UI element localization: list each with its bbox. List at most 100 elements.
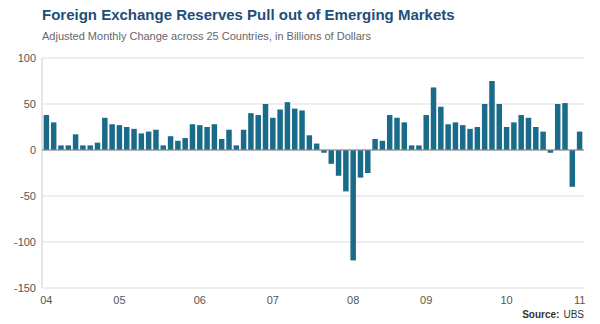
bar [153, 130, 158, 150]
bar [511, 122, 516, 150]
bar [336, 150, 341, 176]
y-axis-line [42, 58, 43, 288]
bar [234, 145, 239, 150]
source: Source: UBS [522, 309, 584, 320]
bar [460, 125, 465, 150]
x-tick-label: 05 [113, 294, 125, 306]
y-tick-label: 100 [18, 52, 36, 64]
x-tick-label: 10 [500, 294, 512, 306]
grid-line [42, 288, 584, 289]
y-tick-label: 50 [24, 98, 36, 110]
bar [80, 145, 85, 150]
y-tick-label: -150 [14, 282, 36, 294]
bar [51, 122, 56, 150]
bar [402, 122, 407, 150]
bar [285, 102, 290, 150]
bar [387, 115, 392, 150]
bar [117, 125, 122, 150]
x-tick-label: 09 [420, 294, 432, 306]
bar [131, 129, 136, 150]
bar [343, 150, 348, 191]
grid-line [42, 242, 584, 243]
bar [255, 115, 260, 150]
x-tick-label: 11 [574, 294, 585, 306]
bar [175, 141, 180, 150]
x-tick-label: 06 [194, 294, 206, 306]
bar [241, 130, 246, 150]
y-tick-label: 0 [30, 144, 36, 156]
source-label: Source: [522, 309, 559, 320]
bar [526, 118, 531, 150]
y-tick-label: -50 [20, 190, 36, 202]
zero-axis-line [42, 150, 584, 151]
bar [350, 150, 355, 260]
bar [555, 104, 560, 150]
bar [277, 110, 282, 150]
bar [453, 122, 458, 150]
bar [445, 124, 450, 150]
bar [226, 130, 231, 150]
bar [423, 115, 428, 150]
x-tick-label: 07 [267, 294, 279, 306]
bar [504, 127, 509, 150]
bar [292, 109, 297, 150]
x-tick-label: 04 [40, 294, 52, 306]
bar [124, 127, 129, 150]
bar [146, 132, 151, 150]
bar [431, 87, 436, 150]
bar [438, 107, 443, 150]
bar [475, 127, 480, 150]
bar [482, 104, 487, 150]
bar [204, 127, 209, 150]
bar [570, 150, 575, 187]
bar [66, 145, 71, 150]
bar [263, 104, 268, 150]
bar [73, 134, 78, 150]
y-tick-label: -100 [14, 236, 36, 248]
bar [87, 145, 92, 150]
grid-line [42, 104, 584, 105]
bar [212, 124, 217, 150]
subtitle: Adjusted Monthly Change across 25 Countr… [42, 30, 371, 42]
bar [109, 124, 114, 150]
bar [182, 138, 187, 150]
bar [102, 118, 107, 150]
grid [42, 58, 584, 288]
bar [307, 135, 312, 150]
zero-line [42, 150, 584, 151]
bar [533, 127, 538, 150]
bar [58, 145, 63, 150]
bar [394, 118, 399, 150]
grid-line [42, 196, 584, 197]
bar [161, 145, 166, 150]
bar [197, 125, 202, 150]
bar [467, 129, 472, 150]
bar [248, 113, 253, 150]
bar [270, 118, 275, 150]
bar [219, 139, 224, 150]
bar [497, 104, 502, 150]
bar [299, 110, 304, 150]
bar [190, 124, 195, 150]
bar [314, 144, 319, 150]
grid-line [42, 58, 584, 59]
bar [95, 143, 100, 150]
bar [577, 132, 582, 150]
bar [562, 103, 567, 150]
bar [409, 145, 414, 150]
bar [416, 145, 421, 150]
bar [358, 150, 363, 178]
bar [372, 139, 377, 150]
bar [365, 150, 370, 173]
bar [380, 141, 385, 150]
bar [489, 81, 494, 150]
bar [329, 150, 334, 164]
title: Foreign Exchange Reserves Pull out of Em… [42, 6, 455, 23]
bar [168, 136, 173, 150]
bar [518, 115, 523, 150]
source-text: UBS [563, 309, 584, 320]
bar [540, 132, 545, 150]
bar [139, 133, 144, 150]
bar [44, 115, 49, 150]
x-tick-label: 08 [347, 294, 359, 306]
